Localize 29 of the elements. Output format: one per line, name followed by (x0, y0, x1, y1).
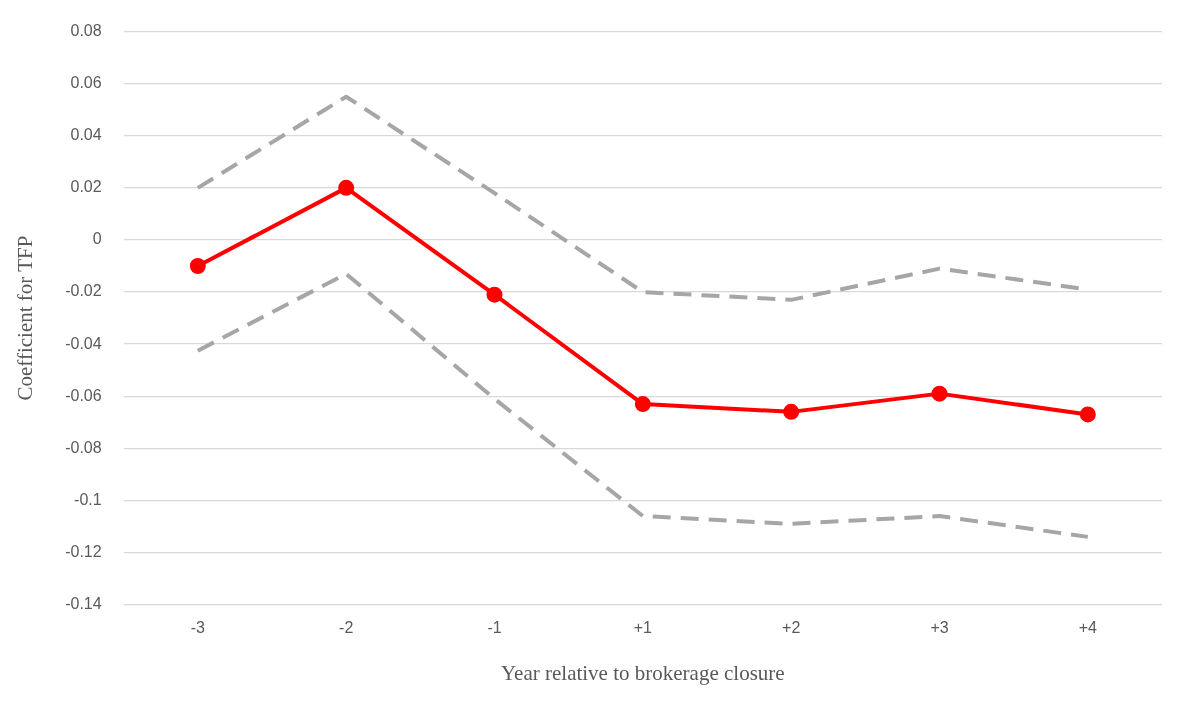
x-tick-label: -3 (190, 618, 206, 636)
point (634, 396, 651, 413)
y-tick-label: -0.06 (65, 386, 102, 404)
y-tick-label: 0.04 (70, 126, 102, 144)
point (931, 385, 948, 402)
x-tick-label: +2 (782, 618, 801, 636)
y-tick-label: -0.08 (65, 438, 102, 456)
y-tick-label: -0.04 (65, 334, 102, 352)
y-tick-label: -0.14 (65, 595, 102, 613)
line-series (195, 271, 1090, 539)
y-tick-label: 0.06 (70, 74, 102, 92)
y-tick-label: -0.02 (65, 282, 102, 300)
x-tick-label: -1 (487, 618, 502, 636)
y-tick-label: 0.08 (70, 22, 102, 40)
point (783, 403, 800, 420)
y-tick-label: -0.12 (65, 542, 102, 560)
point (486, 286, 503, 303)
point (189, 258, 206, 275)
x-tick-label: -2 (339, 618, 354, 636)
y-tick-label: 0.02 (70, 178, 102, 196)
x-tick-label: +4 (1078, 618, 1098, 636)
y-tick-label: 0 (92, 230, 102, 248)
point (338, 179, 355, 196)
x-axis-title: Year relative to brokerage closure (501, 660, 785, 685)
y-axis-title: Coefficient for TFP (13, 235, 38, 401)
x-tick-label: +1 (633, 618, 653, 636)
y-tick-label: -0.1 (74, 490, 102, 508)
point (1079, 406, 1096, 423)
x-tick-label: +3 (930, 618, 949, 636)
